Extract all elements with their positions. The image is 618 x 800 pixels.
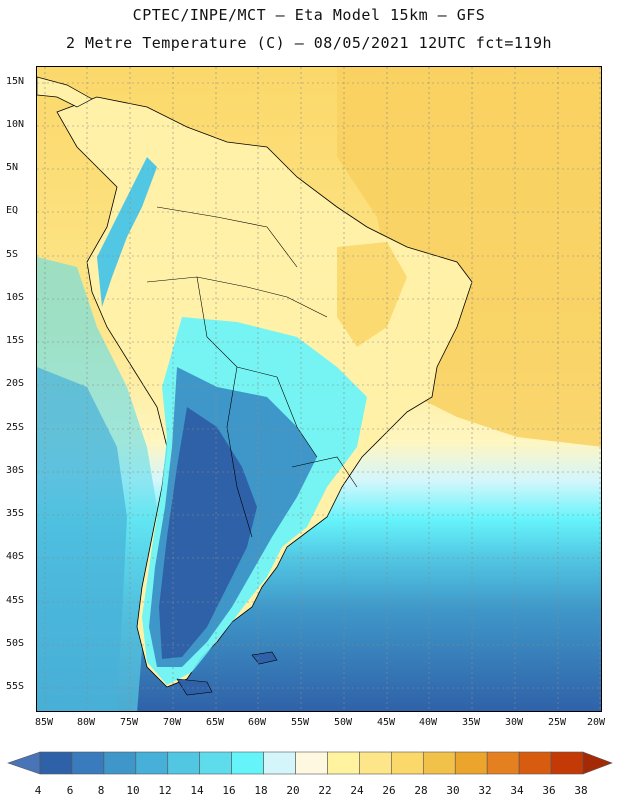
lon-label-25w: 25W (547, 717, 567, 728)
central-america (37, 76, 93, 108)
lon-label-30w: 30W (504, 717, 524, 728)
legend-swatch (550, 751, 584, 775)
lon-label-35w: 35W (461, 717, 481, 728)
legend-tick-6: 6 (66, 784, 74, 797)
legend-swatch (295, 751, 328, 775)
northern-andes-spine (97, 157, 157, 307)
legend-swatch (39, 751, 73, 775)
legend-swatches (7, 751, 613, 775)
legend-swatch (263, 751, 296, 775)
legend-tick-32: 32 (478, 784, 492, 797)
lat-label-30s: 30S (6, 465, 25, 476)
legend-tick-38: 38 (574, 784, 588, 797)
lon-label-45w: 45W (376, 717, 396, 728)
map-canvas (37, 67, 601, 711)
lat-label-20s: 20S (6, 378, 25, 389)
legend-arrow-right (582, 751, 613, 775)
lat-label-10n: 10N (6, 119, 25, 130)
map-subtitle: 2 Metre Temperature (C) – 08/05/2021 12U… (65, 34, 553, 52)
legend-tick-24: 24 (350, 784, 364, 797)
lat-label-5n: 5N (6, 162, 19, 173)
legend-tick-16: 16 (222, 784, 236, 797)
legend-swatch (359, 751, 392, 775)
warm-atlantic-band (337, 67, 601, 447)
map-title: CPTEC/INPE/MCT – Eta Model 15km – GFS (132, 6, 486, 24)
legend-swatch (486, 751, 520, 775)
legend-tick-34: 34 (510, 784, 524, 797)
legend-swatch (199, 751, 232, 775)
lon-label-80w: 80W (76, 717, 96, 728)
legend-tick-4: 4 (34, 784, 42, 797)
lat-label-15n: 15N (6, 76, 25, 87)
lon-label-65w: 65W (205, 717, 225, 728)
lat-label-35s: 35S (6, 508, 25, 519)
legend-swatch (167, 751, 201, 775)
lat-label-25s: 25S (6, 422, 25, 433)
lat-label-40s: 40S (6, 551, 25, 562)
lat-label-15s: 15S (6, 335, 25, 346)
legend-swatch (135, 751, 169, 775)
pacific-cold-strip (37, 367, 127, 711)
legend-swatch (391, 751, 424, 775)
lon-label-60w: 60W (247, 717, 267, 728)
falkland-islands (251, 651, 278, 665)
lon-label-20w: 20W (586, 717, 606, 728)
legend-tick-28: 28 (414, 784, 428, 797)
legend-swatch (231, 751, 264, 775)
lon-label-50w: 50W (333, 717, 353, 728)
coldest-andes-region (159, 407, 257, 659)
legend-swatch (422, 751, 456, 775)
legend-swatch (518, 751, 552, 775)
lat-label-eq: EQ (6, 205, 19, 216)
legend-tick-10: 10 (126, 784, 140, 797)
legend-tick-20: 20 (286, 784, 300, 797)
lon-label-70w: 70W (162, 717, 182, 728)
lon-label-55w: 55W (290, 717, 310, 728)
legend-tick-12: 12 (158, 784, 172, 797)
lat-label-5s: 5S (6, 249, 19, 260)
legend-tick-36: 36 (542, 784, 556, 797)
lat-label-50s: 50S (6, 638, 25, 649)
legend-swatch (103, 751, 137, 775)
lon-label-40w: 40W (418, 717, 438, 728)
legend-tick-8: 8 (97, 784, 105, 797)
legend-swatch (454, 751, 488, 775)
lon-label-75w: 75W (119, 717, 139, 728)
legend-tick-26: 26 (382, 784, 396, 797)
legend-swatch (327, 751, 360, 775)
legend-tick-18: 18 (254, 784, 268, 797)
legend-arrow-left (7, 751, 41, 775)
lat-label-55s: 55S (6, 681, 25, 692)
lat-label-45s: 45S (6, 595, 25, 606)
legend-tick-22: 22 (318, 784, 332, 797)
lat-label-10s: 10S (6, 292, 25, 303)
warm-brazil-region (337, 242, 407, 347)
legend-tick-30: 30 (446, 784, 460, 797)
legend-tick-14: 14 (190, 784, 204, 797)
legend-swatch (71, 751, 105, 775)
temperature-map (36, 66, 602, 712)
graticule (37, 67, 601, 711)
tierra-del-fuego (176, 678, 213, 696)
legend-colorbar (7, 751, 613, 775)
lon-label-85w: 85W (34, 717, 54, 728)
